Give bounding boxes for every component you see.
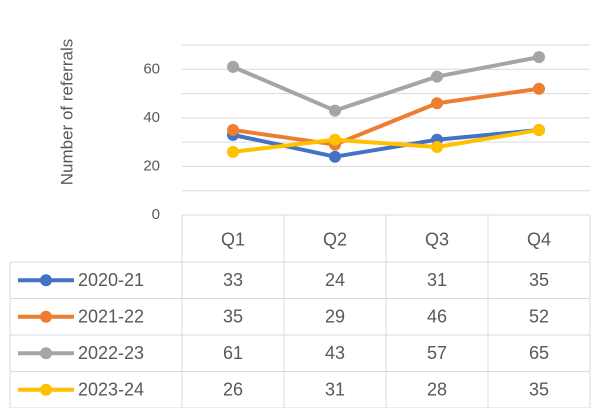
legend-marker	[40, 347, 52, 360]
marker	[329, 150, 341, 163]
y-tick-label: 60	[143, 60, 160, 77]
table-value: 31	[325, 380, 345, 400]
marker	[533, 82, 545, 95]
table-value: 61	[223, 343, 243, 363]
legend-marker	[40, 383, 52, 396]
x-tick-label: Q1	[221, 229, 245, 249]
table-value: 35	[529, 380, 549, 400]
marker	[227, 145, 239, 158]
table-value: 31	[427, 270, 447, 290]
table-value: 43	[325, 343, 345, 363]
legend-label: 2022-23	[78, 343, 144, 363]
x-tick-label: Q3	[425, 229, 449, 249]
table-value: 57	[427, 343, 447, 363]
marker	[329, 133, 341, 146]
legend-marker	[40, 274, 52, 287]
table-value: 33	[223, 270, 243, 290]
marker	[227, 60, 239, 73]
table-value: 26	[223, 380, 243, 400]
series-line	[232, 86, 540, 147]
table-value: 65	[529, 343, 549, 363]
marker	[431, 141, 443, 153]
legend-label: 2023-24	[78, 380, 144, 400]
table-value: 28	[427, 380, 447, 400]
y-axis-title: Number of referrals	[57, 39, 76, 185]
marker	[431, 70, 443, 83]
x-tick-label: Q2	[323, 229, 347, 249]
table-value: 52	[529, 307, 549, 327]
marker	[329, 104, 341, 117]
marker	[431, 97, 443, 110]
y-tick-label: 0	[152, 206, 160, 223]
x-tick-label: Q4	[527, 229, 551, 249]
y-tick-label: 20	[143, 157, 160, 174]
table-value: 29	[325, 307, 345, 327]
table-value: 24	[325, 270, 345, 290]
y-tick-label: 40	[143, 109, 160, 126]
legend-label: 2021-22	[78, 307, 144, 327]
table-value: 35	[529, 270, 549, 290]
legend-label: 2020-21	[78, 270, 144, 290]
marker	[227, 124, 239, 136]
series-line	[232, 55, 540, 113]
marker	[533, 51, 545, 64]
marker	[533, 124, 545, 136]
table-value: 35	[223, 307, 243, 327]
table-value: 46	[427, 307, 447, 327]
series-line	[232, 128, 540, 154]
legend-marker	[40, 310, 52, 323]
